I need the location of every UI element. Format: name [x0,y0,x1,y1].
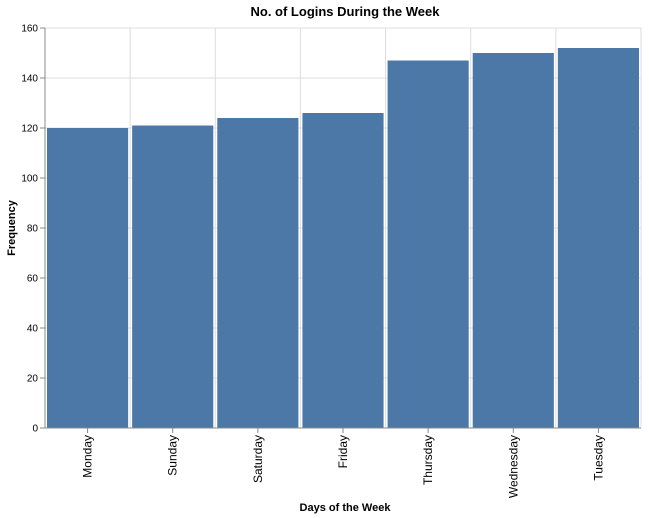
bar-monday [47,128,129,428]
x-tick-label: Monday [81,435,95,478]
x-tick-label: Wednesday [506,435,520,498]
y-tick-label: 140 [21,74,38,85]
y-tick-label: 100 [21,174,38,185]
x-tick-label: Friday [336,435,350,468]
axes: 0 20 40 60 80 100 120 140 160 Monday Sunday Saturda… [21,24,641,498]
chart-title: No. of Logins During the Week [251,4,441,19]
bar-tuesday [557,48,639,428]
x-tick-label: Tuesday [591,435,605,481]
y-tick-label: 60 [27,274,39,285]
bar-friday [302,113,384,428]
y-tick-label: 0 [32,424,38,435]
y-tick-label: 160 [21,24,38,35]
y-tick-label: 40 [27,324,39,335]
bars [47,48,639,428]
y-tick-label: 80 [27,224,39,235]
bar-wednesday [472,53,554,428]
y-tick-label: 120 [21,124,38,135]
x-tick-label: Thursday [421,435,435,485]
bar-sunday [132,125,214,428]
x-tick-label: Sunday [166,435,180,476]
y-tick-label: 20 [27,374,39,385]
x-tick-label: Saturday [251,435,265,483]
x-axis-title: Days of the Week [300,502,392,514]
bar-thursday [387,60,469,428]
y-axis-title: Frequency [6,199,18,256]
bar-saturday [217,118,299,428]
